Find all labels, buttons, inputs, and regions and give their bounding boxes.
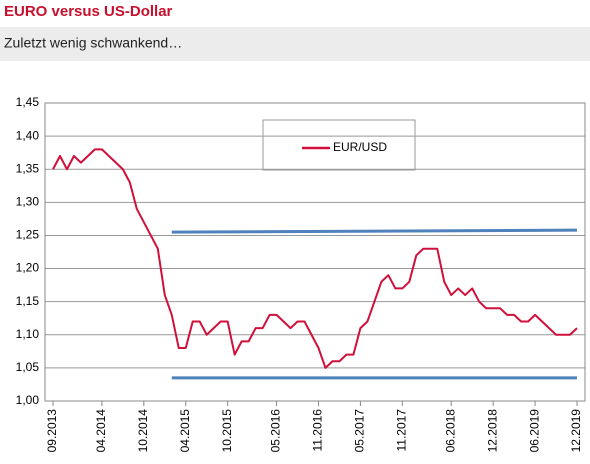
subtitle-band bbox=[0, 27, 590, 61]
x-tick-label: 11.2017 bbox=[395, 409, 409, 452]
reference-line bbox=[171, 228, 578, 234]
chart-title: EURO versus US-Dollar bbox=[4, 3, 173, 20]
y-tick-label: 1,30 bbox=[16, 195, 40, 209]
x-tick-label: 10.2014 bbox=[136, 409, 150, 453]
y-tick-label: 1,05 bbox=[16, 360, 40, 374]
chart-subtitle: Zuletzt wenig schwankend… bbox=[4, 35, 182, 51]
x-tick-label: 04.2014 bbox=[94, 409, 108, 453]
y-tick-label: 1,15 bbox=[16, 294, 40, 308]
x-tick-label: 06.2018 bbox=[443, 409, 457, 453]
x-tick-label: 05.2017 bbox=[353, 409, 367, 453]
y-tick-label: 1,20 bbox=[16, 261, 40, 275]
x-tick-label: 05.2016 bbox=[269, 409, 283, 453]
y-tick-label: 1,35 bbox=[16, 161, 40, 175]
series-line bbox=[52, 148, 578, 369]
y-tick-label: 1,00 bbox=[16, 393, 40, 407]
x-tick-label: 11.2016 bbox=[311, 409, 325, 452]
y-tick-label: 1,10 bbox=[16, 327, 40, 341]
x-tick-label: 09.2013 bbox=[45, 409, 59, 453]
x-tick-label: 06.2019 bbox=[527, 409, 541, 453]
x-tick-label: 04.2015 bbox=[178, 409, 192, 453]
plot-border bbox=[44, 102, 586, 402]
legend-label: EUR/USD bbox=[333, 140, 387, 154]
y-tick-label: 1,45 bbox=[16, 95, 40, 109]
y-tick-label: 1,25 bbox=[16, 228, 40, 242]
x-tick-label: 10.2015 bbox=[220, 409, 234, 453]
x-tick-label: 12.2019 bbox=[569, 409, 583, 453]
x-tick-label: 12.2018 bbox=[485, 409, 499, 453]
legend-box bbox=[262, 119, 416, 171]
y-tick-label: 1,40 bbox=[16, 128, 40, 142]
